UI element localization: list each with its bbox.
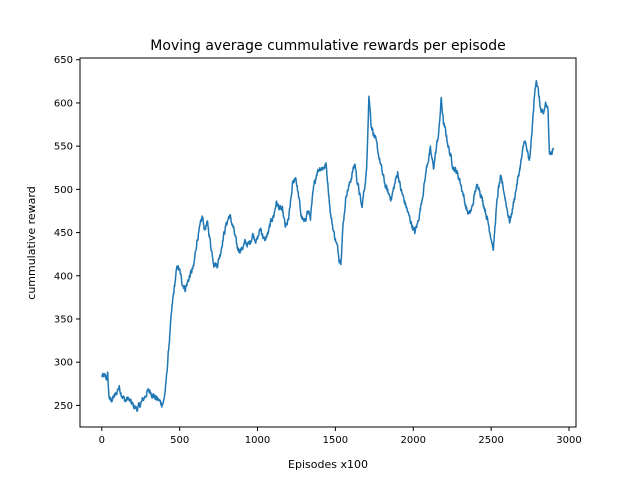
- x-tick-label: 2500: [478, 435, 503, 446]
- series-line-moving-average: [101, 80, 555, 412]
- x-tick-label: 500: [170, 435, 189, 446]
- x-axis-ticks: 0 500 1000 1500 2000 2500 3000: [99, 427, 582, 446]
- y-axis-label: cummulative reward: [25, 186, 38, 299]
- plot-area: [79, 57, 577, 428]
- x-tick-label: 3000: [556, 435, 581, 446]
- x-tick-label: 1000: [245, 435, 270, 446]
- y-tick-label: 550: [54, 142, 73, 153]
- y-tick-label: 500: [54, 185, 73, 196]
- x-tick-label: 0: [99, 435, 105, 446]
- y-tick-label: 600: [54, 98, 73, 109]
- y-tick-label: 350: [54, 314, 73, 325]
- y-tick-label: 250: [54, 401, 73, 412]
- axes-frame: [79, 57, 577, 428]
- y-tick-label: 450: [54, 228, 73, 239]
- chart-title: Moving average cummulative rewards per e…: [150, 38, 505, 54]
- x-tick-label: 1500: [323, 435, 348, 446]
- y-tick-label: 300: [54, 358, 73, 369]
- y-tick-label: 650: [54, 55, 73, 66]
- y-axis-ticks: 250 300 350 400 450 500 550 600 650: [54, 55, 80, 412]
- y-tick-label: 400: [54, 271, 73, 282]
- x-tick-label: 2000: [401, 435, 426, 446]
- x-axis-label: Episodes x100: [288, 458, 368, 471]
